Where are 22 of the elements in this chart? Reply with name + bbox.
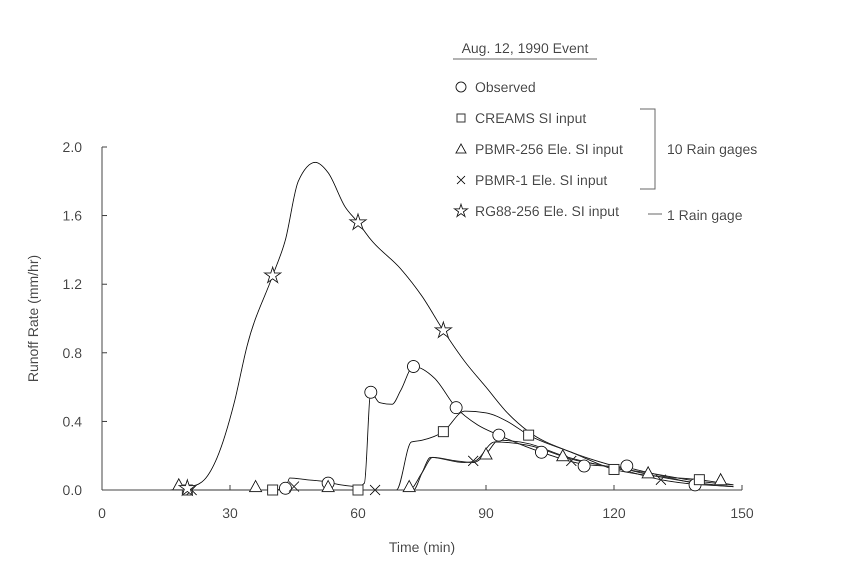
- x-tick-label: 150: [730, 505, 754, 521]
- y-tick-label: 0.0: [62, 482, 82, 498]
- y-tick-label: 1.2: [62, 276, 82, 292]
- y-tick-label: 1.6: [62, 208, 82, 224]
- y-tick-label: 0.4: [62, 413, 82, 430]
- annotation: 10 Rain gages: [667, 141, 758, 157]
- legend-label: CREAMS SI input: [475, 110, 586, 126]
- legend-label: RG88-256 Ele. SI input: [475, 203, 620, 219]
- legend-label: PBMR-256 Ele. SI input: [475, 141, 623, 157]
- y-tick-label: 2.0: [62, 139, 82, 155]
- x-tick-label: 120: [602, 505, 626, 521]
- annotation: 1 Rain gage: [667, 207, 743, 223]
- x-tick-label: 90: [478, 505, 494, 521]
- x-tick-label: 30: [222, 505, 238, 521]
- x-axis-title: Time (min): [388, 539, 456, 555]
- legend-label: PBMR-1 Ele. SI input: [475, 172, 608, 188]
- y-tick-label: 0.8: [62, 344, 82, 361]
- x-tick-label: 0: [98, 505, 106, 521]
- legend-label: Observed: [475, 79, 536, 95]
- legend-title: Aug. 12, 1990 Event: [462, 40, 589, 56]
- y-axis-title: Runoff Rate (mm/hr): [25, 254, 41, 382]
- x-tick-label: 60: [350, 505, 366, 521]
